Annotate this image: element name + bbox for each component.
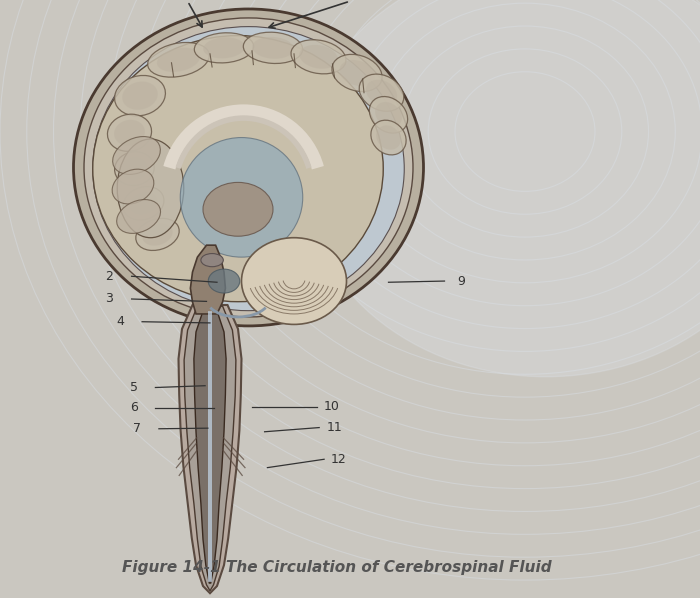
Ellipse shape bbox=[371, 120, 406, 155]
Ellipse shape bbox=[291, 39, 346, 74]
Text: 5: 5 bbox=[130, 381, 138, 394]
Ellipse shape bbox=[115, 75, 165, 116]
Ellipse shape bbox=[84, 18, 413, 317]
Text: 9: 9 bbox=[457, 274, 465, 288]
Ellipse shape bbox=[201, 254, 223, 267]
Text: 3: 3 bbox=[106, 292, 113, 306]
Text: 12: 12 bbox=[331, 453, 347, 466]
Text: 2: 2 bbox=[106, 270, 113, 283]
Ellipse shape bbox=[123, 187, 164, 220]
Ellipse shape bbox=[332, 54, 382, 91]
Ellipse shape bbox=[244, 32, 302, 63]
Ellipse shape bbox=[122, 81, 158, 110]
Ellipse shape bbox=[252, 37, 294, 59]
Ellipse shape bbox=[340, 60, 374, 86]
Ellipse shape bbox=[366, 80, 397, 106]
Ellipse shape bbox=[203, 182, 273, 236]
Ellipse shape bbox=[180, 138, 302, 257]
Ellipse shape bbox=[209, 269, 239, 293]
Ellipse shape bbox=[376, 126, 401, 150]
Polygon shape bbox=[184, 306, 236, 591]
Ellipse shape bbox=[74, 9, 424, 326]
Ellipse shape bbox=[92, 26, 405, 311]
Ellipse shape bbox=[359, 74, 404, 111]
Ellipse shape bbox=[299, 45, 338, 69]
Ellipse shape bbox=[370, 96, 407, 133]
Ellipse shape bbox=[203, 37, 245, 59]
Ellipse shape bbox=[114, 120, 145, 146]
Ellipse shape bbox=[241, 237, 346, 324]
Text: 4: 4 bbox=[116, 315, 124, 328]
Text: 11: 11 bbox=[326, 421, 342, 434]
Ellipse shape bbox=[301, 0, 700, 377]
Ellipse shape bbox=[157, 48, 200, 72]
Ellipse shape bbox=[130, 191, 158, 215]
Ellipse shape bbox=[375, 102, 402, 127]
Polygon shape bbox=[194, 311, 226, 583]
Ellipse shape bbox=[120, 157, 148, 181]
Ellipse shape bbox=[148, 42, 209, 77]
Ellipse shape bbox=[118, 139, 183, 237]
Ellipse shape bbox=[136, 218, 179, 251]
Text: 10: 10 bbox=[324, 400, 340, 413]
Ellipse shape bbox=[195, 33, 253, 63]
Ellipse shape bbox=[112, 169, 154, 204]
Text: Figure 14-1 The Circulation of Cerebrospinal Fluid: Figure 14-1 The Circulation of Cerebrosp… bbox=[122, 560, 552, 575]
Text: 6: 6 bbox=[130, 401, 138, 414]
Ellipse shape bbox=[117, 200, 160, 233]
Ellipse shape bbox=[113, 136, 160, 175]
Ellipse shape bbox=[108, 114, 151, 151]
Ellipse shape bbox=[92, 36, 384, 302]
Ellipse shape bbox=[142, 223, 173, 246]
Polygon shape bbox=[178, 305, 241, 593]
Ellipse shape bbox=[115, 152, 154, 185]
Text: 7: 7 bbox=[134, 422, 141, 435]
Polygon shape bbox=[190, 245, 225, 314]
